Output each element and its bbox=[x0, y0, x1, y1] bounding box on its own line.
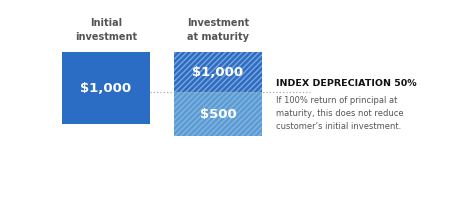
Text: INDEX DEPRECIATION 50%: INDEX DEPRECIATION 50% bbox=[276, 79, 417, 88]
Bar bbox=[174, 92, 262, 136]
Text: Investment
at maturity: Investment at maturity bbox=[187, 18, 249, 42]
Bar bbox=[174, 52, 262, 92]
Text: $500: $500 bbox=[200, 108, 237, 121]
Text: If 100% return of principal at
maturity, this does not reduce
customer’s initial: If 100% return of principal at maturity,… bbox=[276, 96, 404, 131]
Text: Initial
investment: Initial investment bbox=[75, 18, 137, 42]
Text: $1,000: $1,000 bbox=[81, 82, 132, 95]
Bar bbox=[62, 52, 150, 124]
Bar bbox=[174, 52, 262, 92]
Text: $1,000: $1,000 bbox=[192, 65, 244, 78]
Bar bbox=[174, 92, 262, 136]
